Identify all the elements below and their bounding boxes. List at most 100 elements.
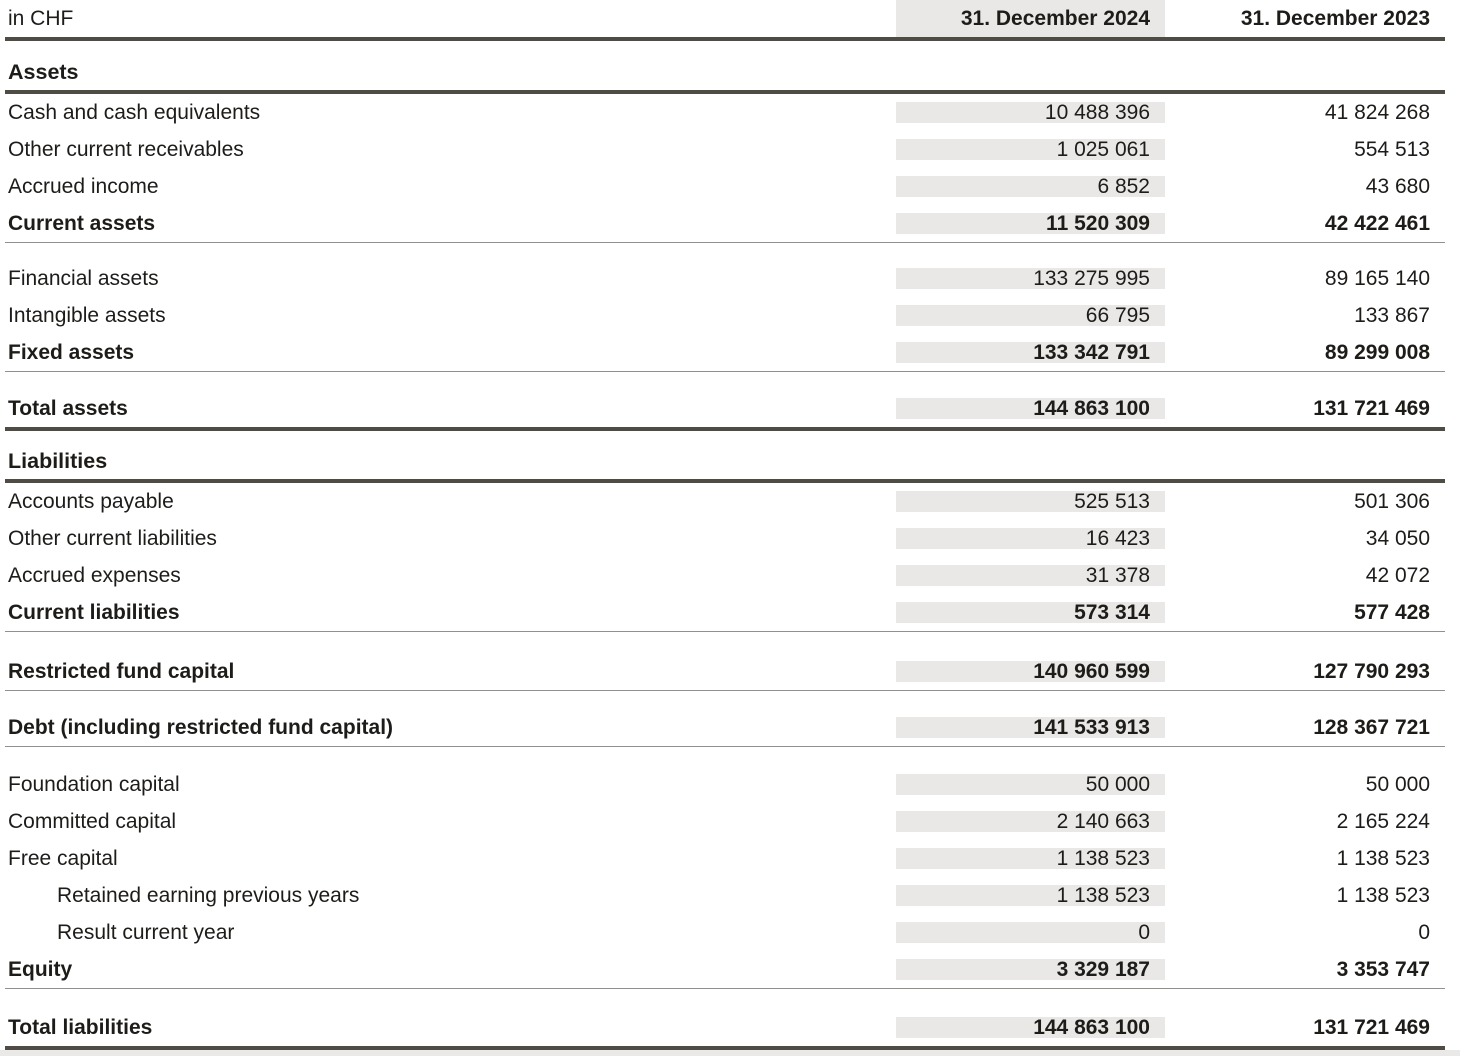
row-label: Cash and cash equivalents <box>8 101 261 124</box>
value-2024: 16 423 <box>896 528 1165 549</box>
row-label: Result current year <box>57 921 235 944</box>
divider-thick <box>5 37 1445 41</box>
divider-thick <box>5 1046 1445 1050</box>
table-row: Foundation capital 50 000 50 000 <box>0 766 1460 803</box>
value-2023: 131 721 469 <box>1313 1016 1430 1039</box>
value-2024: 66 795 <box>896 305 1165 326</box>
table-row: Other current liabilities 16 423 34 050 <box>0 520 1460 557</box>
row-label: Foundation capital <box>8 773 180 796</box>
value-2024: 525 513 <box>896 491 1165 512</box>
row-label: Equity <box>8 958 73 981</box>
table-row: Accounts payable 525 513 501 306 <box>0 483 1460 520</box>
row-label: Current liabilities <box>8 601 180 624</box>
value-2023: 2 165 224 <box>1336 810 1430 833</box>
table-header-row: in CHF 31. December 2024 31. December 20… <box>0 0 1460 37</box>
table-row: Other current receivables 1 025 061 554 … <box>0 131 1460 168</box>
value-2023: 1 138 523 <box>1336 884 1430 907</box>
subtotal-row: Current assets 11 520 309 42 422 461 <box>0 205 1460 242</box>
divider-thin <box>5 690 1445 691</box>
row-label: Current assets <box>8 212 156 235</box>
table-row: Committed capital 2 140 663 2 165 224 <box>0 803 1460 840</box>
total-liabilities-group: Total liabilities 144 863 100 131 721 46… <box>0 1009 1460 1046</box>
equity-group: Foundation capital 50 000 50 000 Committ… <box>0 766 1460 988</box>
value-2024: 0 <box>896 922 1165 943</box>
value-2023: 0 <box>1418 921 1430 944</box>
row-label: Other current liabilities <box>8 527 217 550</box>
debt-group: Debt (including restricted fund capital)… <box>0 709 1460 746</box>
table-row: Financial assets 133 275 995 89 165 140 <box>0 260 1460 297</box>
divider-thick <box>5 427 1445 431</box>
table-row: Intangible assets 66 795 133 867 <box>0 297 1460 334</box>
value-2023: 128 367 721 <box>1313 716 1430 739</box>
row-label: Other current receivables <box>8 138 244 161</box>
total-row: Total liabilities 144 863 100 131 721 46… <box>0 1009 1460 1046</box>
unit-label: in CHF <box>8 7 74 30</box>
subtotal-row: Current liabilities 573 314 577 428 <box>0 594 1460 631</box>
value-2023: 89 165 140 <box>1324 267 1430 290</box>
row-label: Restricted fund capital <box>8 660 235 683</box>
column-header-2024: 31. December 2024 <box>896 0 1165 37</box>
value-2024: 31 378 <box>896 565 1165 586</box>
current-liabilities-group: Accounts payable 525 513 501 306 Other c… <box>0 483 1460 631</box>
value-2023: 131 721 469 <box>1313 397 1430 420</box>
row-label: Intangible assets <box>8 304 166 327</box>
value-2024: 133 342 791 <box>896 342 1165 363</box>
value-2024: 1 138 523 <box>896 848 1165 869</box>
value-2024: 141 533 913 <box>896 717 1165 738</box>
row-label: Free capital <box>8 847 118 870</box>
subtotal-row: Equity 3 329 187 3 353 747 <box>0 951 1460 988</box>
value-2023: 41 824 268 <box>1324 101 1430 124</box>
subtotal-row: Debt (including restricted fund capital)… <box>0 709 1460 746</box>
column-header-2023: 31. December 2023 <box>1240 7 1430 30</box>
value-2023: 3 353 747 <box>1336 958 1430 981</box>
table-row: Accrued expenses 31 378 42 072 <box>0 557 1460 594</box>
value-2023: 501 306 <box>1354 490 1430 513</box>
value-2024: 1 138 523 <box>896 885 1165 906</box>
value-2023: 133 867 <box>1354 304 1430 327</box>
value-2024: 2 140 663 <box>896 811 1165 832</box>
total-assets-group: Total assets 144 863 100 131 721 469 <box>0 390 1460 427</box>
value-2023: 1 138 523 <box>1336 847 1430 870</box>
value-2024: 144 863 100 <box>896 398 1165 419</box>
divider-thin <box>5 371 1445 372</box>
subtotal-row: Restricted fund capital 140 960 599 127 … <box>0 653 1460 690</box>
value-2023: 42 422 461 <box>1324 212 1430 235</box>
value-2024: 573 314 <box>896 602 1165 623</box>
row-label: Total liabilities <box>8 1016 153 1039</box>
page-edge-strip <box>0 1050 1460 1056</box>
value-2024: 50 000 <box>896 774 1165 795</box>
row-label: Total assets <box>8 397 128 420</box>
section-heading-assets: Assets <box>8 59 79 84</box>
divider-thin <box>5 746 1445 747</box>
row-label: Accrued expenses <box>8 564 181 587</box>
fixed-assets-group: Financial assets 133 275 995 89 165 140 … <box>0 260 1460 371</box>
value-2023: 127 790 293 <box>1313 660 1430 683</box>
total-row: Total assets 144 863 100 131 721 469 <box>0 390 1460 427</box>
value-2024: 1 025 061 <box>896 139 1165 160</box>
divider-thin <box>5 988 1445 989</box>
value-2024: 6 852 <box>896 176 1165 197</box>
divider-thick <box>5 90 1445 94</box>
row-label: Committed capital <box>8 810 177 833</box>
value-2023: 554 513 <box>1354 138 1430 161</box>
divider-thin <box>5 631 1445 632</box>
row-label: Debt (including restricted fund capital) <box>8 716 394 739</box>
value-2024: 11 520 309 <box>896 213 1165 234</box>
table-row: Accrued income 6 852 43 680 <box>0 168 1460 205</box>
subtotal-row: Fixed assets 133 342 791 89 299 008 <box>0 334 1460 371</box>
table-row: Cash and cash equivalents 10 488 396 41 … <box>0 94 1460 131</box>
section-heading-liabilities: Liabilities <box>8 448 108 473</box>
value-2024: 140 960 599 <box>896 661 1165 682</box>
row-label: Fixed assets <box>8 341 135 364</box>
value-2023: 42 072 <box>1365 564 1430 587</box>
table-row-indented: Result current year 0 0 <box>0 914 1460 951</box>
current-assets-group: Cash and cash equivalents 10 488 396 41 … <box>0 94 1460 242</box>
row-label: Accrued income <box>8 175 159 198</box>
value-2023: 43 680 <box>1365 175 1430 198</box>
value-2023: 50 000 <box>1365 773 1430 796</box>
value-2024: 3 329 187 <box>896 959 1165 980</box>
value-2024: 133 275 995 <box>896 268 1165 289</box>
value-2023: 577 428 <box>1354 601 1430 624</box>
row-label: Financial assets <box>8 267 159 290</box>
